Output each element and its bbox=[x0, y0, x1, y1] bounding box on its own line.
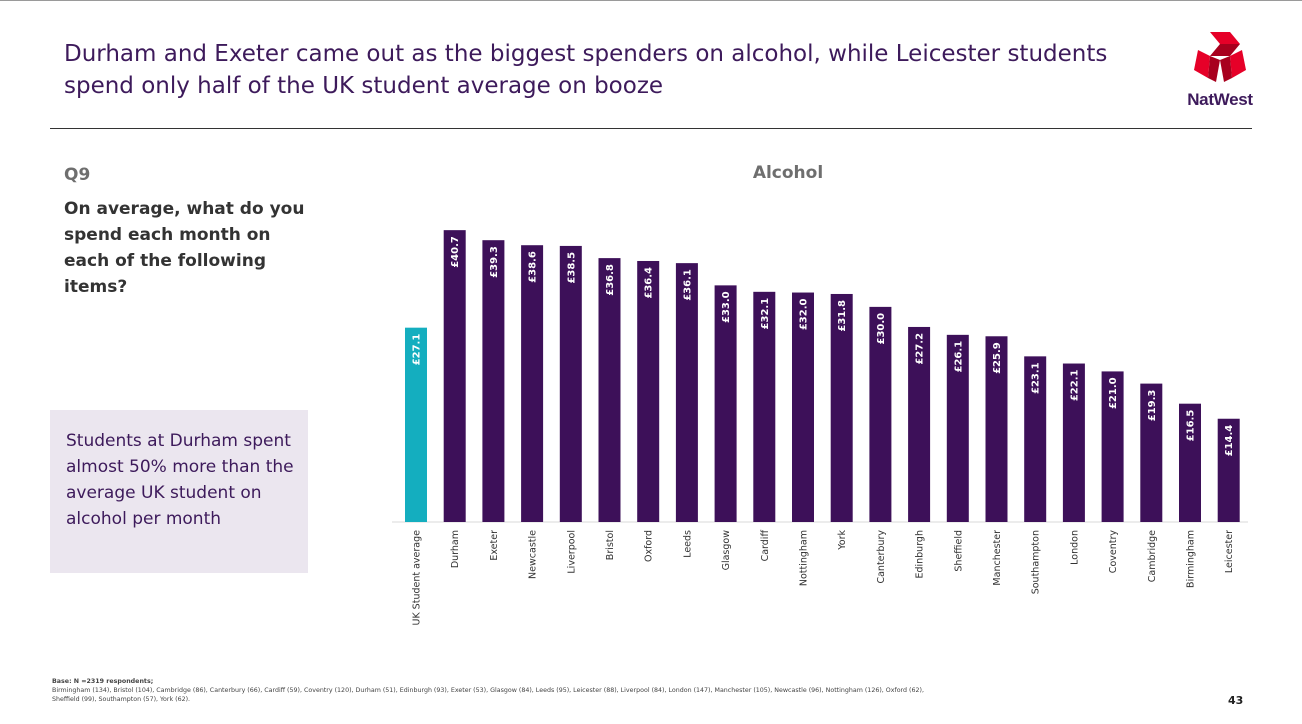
category-label: Leeds bbox=[682, 530, 693, 558]
bar-durham bbox=[443, 230, 466, 522]
category-label: Newcastle bbox=[528, 530, 539, 579]
data-label: £39.3 bbox=[489, 246, 500, 278]
bar-southampton bbox=[1024, 356, 1047, 522]
data-label: £21.0 bbox=[1108, 377, 1119, 409]
bar-canterbury bbox=[869, 306, 892, 522]
category-label: Nottingham bbox=[799, 530, 810, 586]
category-label: Glasgow bbox=[721, 530, 732, 571]
category-label: Exeter bbox=[489, 530, 500, 561]
slide-title: Durham and Exeter came out as the bigges… bbox=[64, 38, 1144, 102]
bar-exeter bbox=[482, 240, 505, 522]
category-label: York bbox=[837, 530, 848, 551]
data-label: £40.7 bbox=[450, 236, 461, 268]
footnote-base: Base: N =2319 respondents; bbox=[52, 678, 154, 685]
natwest-logo: NatWest bbox=[1180, 30, 1260, 114]
category-label: Cardiff bbox=[760, 530, 771, 562]
bar-liverpool bbox=[559, 245, 582, 522]
bar-leicester bbox=[1217, 418, 1240, 522]
category-label: Cambridge bbox=[1147, 530, 1158, 582]
data-label: £36.8 bbox=[605, 264, 616, 296]
footnote-respondents: Birmingham (134), Bristol (104), Cambrid… bbox=[52, 687, 924, 703]
bar-birmingham bbox=[1179, 403, 1201, 522]
bar-manchester bbox=[985, 336, 1008, 522]
logo-text: NatWest bbox=[1187, 90, 1253, 109]
category-label: Sheffield bbox=[953, 530, 964, 572]
top-rule bbox=[0, 0, 1302, 1]
slide-title-line-1: Durham and Exeter came out as the bigges… bbox=[64, 41, 1108, 67]
chart-title: Alcohol bbox=[753, 163, 823, 183]
callout-text: Students at Durham spent almost 50% more… bbox=[66, 431, 294, 529]
category-label: London bbox=[1069, 530, 1080, 565]
question-text: On average, what do you spend each month… bbox=[64, 199, 305, 297]
data-label: £36.1 bbox=[682, 269, 693, 301]
bar-cardiff bbox=[753, 291, 776, 522]
bar-newcastle bbox=[521, 245, 544, 522]
category-label: Manchester bbox=[992, 530, 1003, 586]
slide-title-line-2: spend only half of the UK student averag… bbox=[64, 73, 664, 99]
page-number: 43 bbox=[1228, 694, 1244, 707]
bar-nottingham bbox=[792, 292, 814, 522]
header-divider bbox=[50, 128, 1252, 129]
data-label: £32.0 bbox=[799, 299, 810, 331]
bar-oxford bbox=[637, 260, 660, 522]
bar-coventry bbox=[1101, 371, 1124, 522]
bar-sheffield bbox=[946, 334, 969, 522]
data-label: £26.1 bbox=[953, 341, 964, 373]
data-label: £38.6 bbox=[528, 251, 539, 283]
data-label: £27.1 bbox=[412, 334, 423, 366]
category-label: Coventry bbox=[1108, 530, 1119, 574]
bar-uk-student-average bbox=[405, 327, 427, 522]
callout-box: Students at Durham spent almost 50% more… bbox=[50, 410, 308, 573]
data-label: £14.4 bbox=[1224, 425, 1235, 457]
data-label: £31.8 bbox=[837, 300, 848, 332]
category-label: Southampton bbox=[1031, 530, 1042, 594]
data-label: £38.5 bbox=[566, 252, 577, 284]
data-label: £30.0 bbox=[876, 313, 887, 345]
category-label: UK Student average bbox=[412, 530, 423, 626]
data-label: £27.2 bbox=[915, 333, 926, 365]
category-label: Leicester bbox=[1224, 530, 1235, 573]
category-label: Edinburgh bbox=[915, 530, 926, 579]
bar-leeds bbox=[675, 263, 698, 522]
data-label: £25.9 bbox=[992, 342, 1003, 374]
bar-edinburgh bbox=[908, 326, 931, 522]
bar-london bbox=[1062, 363, 1085, 522]
data-label: £36.4 bbox=[644, 267, 655, 299]
category-label: Durham bbox=[450, 530, 461, 568]
bar-bristol bbox=[598, 258, 621, 522]
bar-glasgow bbox=[714, 285, 737, 522]
category-label: Birmingham bbox=[1186, 530, 1197, 588]
bar-cambridge bbox=[1140, 383, 1163, 522]
natwest-cubes-icon bbox=[1194, 32, 1246, 82]
category-label: Canterbury bbox=[876, 530, 887, 584]
bar-york bbox=[830, 293, 853, 522]
data-label: £16.5 bbox=[1186, 410, 1197, 442]
category-label: Bristol bbox=[605, 530, 616, 560]
data-label: £23.1 bbox=[1031, 362, 1042, 394]
question-number: Q9 bbox=[64, 165, 91, 185]
footnote: Base: N =2319 respondents; Birmingham (1… bbox=[52, 677, 952, 704]
data-label: £33.0 bbox=[721, 291, 732, 323]
chart-svg: Alcohol £27.1 UK Student average £40.7 Durha… bbox=[392, 163, 1248, 626]
category-label: Liverpool bbox=[566, 530, 577, 574]
data-label: £32.1 bbox=[760, 298, 771, 330]
alcohol-bar-chart: Alcohol £27.1 UK Student average £40.7 Durha… bbox=[390, 150, 1260, 630]
data-label: £19.3 bbox=[1147, 390, 1158, 422]
category-label: Oxford bbox=[644, 530, 655, 562]
data-label: £22.1 bbox=[1069, 369, 1080, 401]
